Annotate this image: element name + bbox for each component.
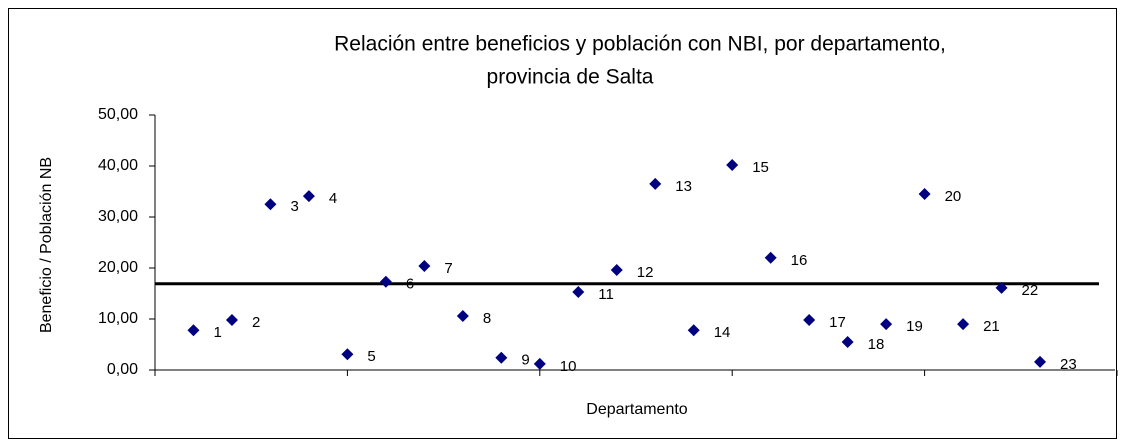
point-label: 3 — [290, 198, 298, 215]
point-label: 10 — [560, 358, 577, 375]
point — [225, 314, 238, 327]
point-label: 14 — [714, 324, 731, 341]
y-tick-label: 50,00 — [98, 106, 138, 123]
point — [687, 324, 700, 337]
point-label: 23 — [1060, 356, 1077, 373]
y-tick-label: 10,00 — [98, 310, 138, 327]
point-label: 12 — [637, 264, 654, 281]
point — [572, 285, 585, 298]
point-label: 18 — [868, 336, 885, 353]
point-label: 16 — [791, 252, 808, 269]
point-label: 22 — [1022, 282, 1039, 299]
point-label: 13 — [675, 178, 692, 195]
point-label: 9 — [521, 352, 529, 369]
point — [764, 251, 777, 264]
point — [379, 275, 392, 288]
point — [803, 314, 816, 327]
point — [495, 351, 508, 364]
point-label: 2 — [252, 314, 260, 331]
point — [456, 309, 469, 322]
y-tick-label: 30,00 — [98, 208, 138, 225]
point-label: 8 — [483, 310, 491, 327]
point-label: 1 — [213, 324, 221, 341]
point-label: 4 — [329, 190, 337, 207]
point — [649, 177, 662, 190]
point — [418, 259, 431, 272]
point-label: 6 — [406, 276, 414, 293]
point-label: 17 — [829, 314, 846, 331]
point — [957, 318, 970, 331]
point-label: 20 — [945, 188, 962, 205]
chart-border — [8, 8, 1117, 439]
point-label: 11 — [598, 286, 614, 303]
point — [610, 264, 623, 277]
point — [264, 198, 277, 211]
point-label: 19 — [906, 318, 923, 335]
chart-title: provincia de Salta — [487, 66, 654, 89]
point-label: 21 — [983, 318, 1000, 335]
point — [880, 318, 893, 331]
chart-title: Relación entre beneficios y población co… — [334, 33, 946, 56]
point — [1034, 355, 1047, 368]
point — [995, 281, 1008, 294]
y-axis-label: Beneficio / Población NB — [38, 157, 55, 333]
point-label: 15 — [752, 159, 769, 176]
point — [341, 348, 354, 361]
point — [918, 188, 931, 201]
point — [533, 357, 546, 370]
point — [726, 158, 739, 171]
y-tick-label: 20,00 — [98, 259, 138, 276]
point — [841, 335, 854, 348]
point — [187, 324, 200, 337]
y-tick-label: 0,00 — [107, 361, 138, 378]
x-axis-label: Departamento — [586, 401, 687, 418]
point-label: 5 — [367, 348, 375, 365]
y-tick-label: 40,00 — [98, 157, 138, 174]
point — [302, 190, 315, 203]
point-label: 7 — [444, 260, 452, 277]
